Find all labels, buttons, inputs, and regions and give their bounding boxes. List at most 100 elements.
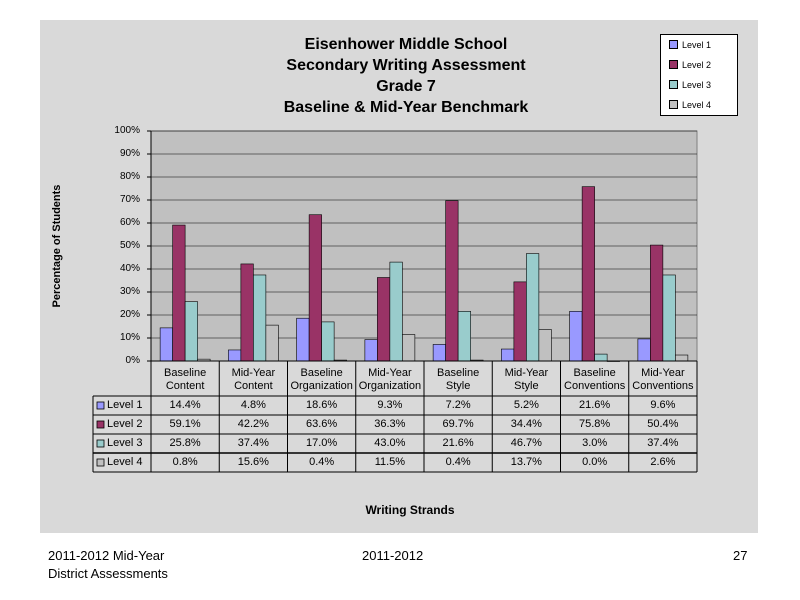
legend-swatch: [669, 100, 678, 110]
bar: [675, 354, 689, 362]
legend-swatch: [669, 40, 678, 50]
table-legend-key: [96, 439, 105, 448]
y-tick-label: 40%: [119, 263, 140, 274]
x-tick-label: Baseline Organization: [287, 367, 357, 393]
footer-left-line-1: 2011-2012 Mid-Year: [48, 548, 165, 563]
x-tick-label-line: Mid-Year: [231, 367, 276, 379]
y-tick-label: 10%: [119, 332, 140, 343]
legend-label: Level 1: [682, 40, 712, 50]
table-cell: 69.7%: [442, 418, 474, 430]
x-tick-label-line: Baseline: [300, 367, 343, 379]
bar: [389, 261, 403, 362]
table-row-label: Level 2: [107, 418, 143, 430]
legend-item-level-1: Level 1: [669, 38, 711, 52]
table-cell: 18.6%: [306, 399, 338, 411]
table-cell: 3.0%: [582, 437, 608, 449]
bar: [445, 200, 459, 362]
bar: [457, 311, 471, 362]
table-cell: 42.2%: [237, 418, 269, 430]
legend-label: Level 3: [682, 80, 712, 90]
legend-label: Level 2: [682, 60, 712, 70]
table-cell: 46.7%: [510, 437, 542, 449]
table-cell: 11.5%: [374, 456, 406, 468]
bar: [308, 214, 322, 362]
table-cell: 59.1%: [169, 418, 201, 430]
bar: [240, 263, 254, 362]
table-cell: 37.4%: [647, 437, 679, 449]
table-cell: 13.7%: [510, 456, 542, 468]
page-number: 27: [733, 548, 748, 563]
x-tick-label-line: Style: [514, 380, 539, 392]
table-cell: 17.0%: [306, 437, 338, 449]
table-cell: 0.4%: [445, 456, 471, 468]
bar: [538, 329, 552, 362]
x-tick-label-line: Mid-Year: [504, 367, 549, 379]
x-tick-label-line: Organization: [358, 380, 422, 392]
table-row-label: Level 4: [107, 456, 143, 468]
table-cell: 14.4%: [169, 399, 201, 411]
table-cell: 9.3%: [377, 399, 403, 411]
table-cell: 9.6%: [650, 399, 676, 411]
title-line-1: Eisenhower Middle School: [304, 36, 508, 53]
x-axis-label: Writing Strands: [365, 503, 455, 517]
legend-item-level-2: Level 2: [669, 58, 711, 72]
footer-center: 2011-2012: [362, 548, 424, 563]
y-tick-label: 50%: [119, 240, 140, 251]
table-cell: 15.6%: [237, 456, 269, 468]
y-tick-label: 90%: [119, 148, 140, 159]
x-tick-label: Mid-Year Conventions: [628, 367, 698, 393]
title-line-4: Baseline & Mid-Year Benchmark: [283, 99, 529, 116]
x-tick-label-line: Style: [445, 380, 471, 392]
x-tick-label: Mid-Year Content: [218, 367, 288, 393]
x-tick-label: Mid-Year Style: [491, 367, 561, 393]
bar: [594, 353, 608, 362]
y-tick-label: 20%: [119, 309, 140, 320]
y-tick-label: 70%: [119, 194, 140, 205]
legend-swatch: [669, 80, 678, 90]
bar: [402, 334, 416, 362]
title-line-3: Grade 7: [376, 78, 436, 95]
table-cell: 2.6%: [650, 456, 676, 468]
table-legend-key: [96, 420, 105, 429]
table-cell: 37.4%: [237, 437, 269, 449]
table-cell: 7.2%: [445, 399, 471, 411]
x-tick-label-line: Organization: [290, 380, 353, 392]
table-cell: 43.0%: [374, 437, 406, 449]
bar: [172, 224, 186, 362]
bar: [377, 277, 391, 362]
table-legend-key: [96, 458, 105, 467]
bar: [253, 274, 267, 362]
chart-legend: Level 1 Level 2 Level 3 Level 4: [660, 34, 738, 116]
y-tick-label: 0%: [125, 355, 140, 366]
legend-item-level-4: Level 4: [669, 98, 711, 112]
title-line-2: Secondary Writing Assessment: [286, 57, 526, 74]
table-legend-key: [96, 401, 105, 410]
legend-swatch: [669, 60, 678, 70]
bar: [296, 317, 310, 362]
bar: [184, 301, 198, 362]
bar: [432, 344, 446, 362]
bar: [581, 186, 595, 362]
table-row-label: Level 3: [107, 437, 143, 449]
table-cell: 0.8%: [172, 456, 198, 468]
x-tick-label: Mid-Year Organization: [355, 367, 425, 393]
table-cell: 63.6%: [306, 418, 338, 430]
legend-item-level-3: Level 3: [669, 78, 711, 92]
y-tick-label: 100%: [114, 125, 140, 136]
x-tick-label: Baseline Content: [150, 367, 220, 393]
table-cell: 34.4%: [510, 418, 542, 430]
y-tick-label: 60%: [119, 217, 140, 228]
bar: [265, 324, 279, 362]
x-tick-label: Baseline Style: [423, 367, 493, 393]
table-cell: 0.4%: [309, 456, 335, 468]
bar: [526, 253, 540, 362]
x-tick-label-line: Content: [165, 380, 205, 392]
footer-left-line-2: District Assessments: [48, 566, 168, 581]
table-cell: 36.3%: [374, 418, 406, 430]
table-cell: 25.8%: [169, 437, 201, 449]
x-tick-label-line: Mid-Year: [641, 367, 685, 379]
table-cell: 4.8%: [240, 399, 266, 411]
bar: [321, 321, 335, 362]
bar: [569, 311, 583, 362]
